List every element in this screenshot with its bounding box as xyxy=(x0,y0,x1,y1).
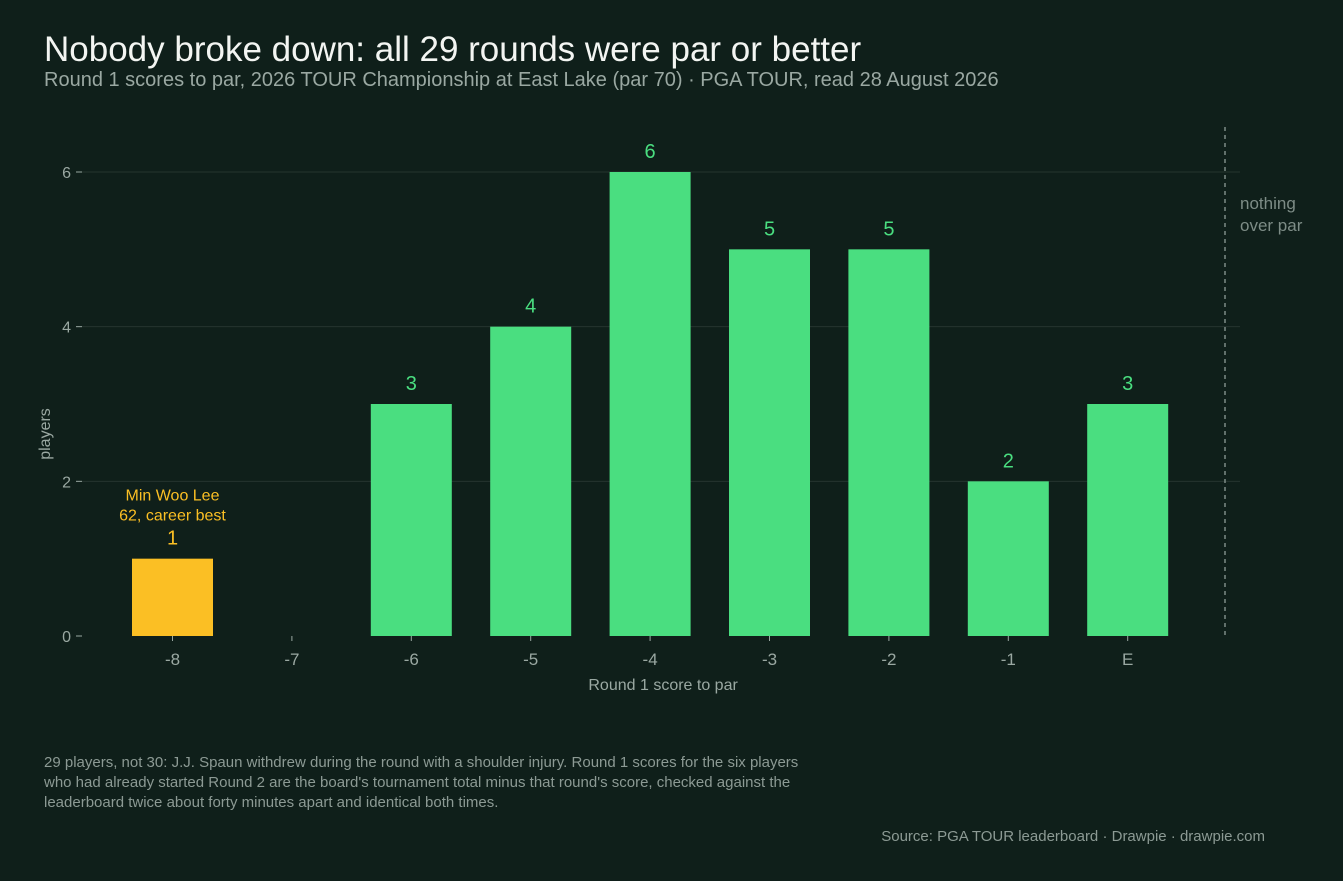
bar--4 xyxy=(609,172,691,636)
x-tick-label: -2 xyxy=(881,650,896,669)
axes: 0 2 4 6 players -8 -7 -6 -5 -4 -3 -2 -1 E Round 1 scor… xyxy=(37,127,1303,694)
reference-label-line2: over par xyxy=(1240,216,1303,235)
x-axis-label: Round 1 score to par xyxy=(588,677,738,694)
chart-title: Nobody broke down: all 29 rounds were pa… xyxy=(44,30,862,69)
value-label: 6 xyxy=(645,141,656,163)
y-tick-label: 6 xyxy=(62,165,71,182)
bars xyxy=(132,172,1169,637)
bar--5 xyxy=(490,326,572,636)
value-labels: 1 Min Woo Lee 62, career best 3 4 6 5 5 2 3 xyxy=(119,141,1133,550)
bar--6 xyxy=(370,404,452,636)
y-axis-label: players xyxy=(37,408,54,460)
x-tick-label: -7 xyxy=(284,650,299,669)
x-tick-label: -1 xyxy=(1001,650,1016,669)
y-tick-label: 0 xyxy=(62,629,71,646)
value-label: 5 xyxy=(764,218,775,240)
x-tick-label: -4 xyxy=(643,650,658,669)
x-tick-label: -6 xyxy=(404,650,419,669)
chart-subtitle: Round 1 scores to par, 2026 TOUR Champio… xyxy=(44,69,999,91)
y-tick-label: 4 xyxy=(62,320,71,337)
value-label: 1 xyxy=(167,528,178,550)
value-label: 3 xyxy=(1122,373,1133,395)
value-label: 4 xyxy=(525,296,536,318)
value-label: 3 xyxy=(406,373,417,395)
reference-label-line1: nothing xyxy=(1240,194,1296,213)
x-tick-label: -5 xyxy=(523,650,538,669)
bar--3 xyxy=(729,249,810,637)
x-tick-label: -3 xyxy=(762,650,777,669)
x-tick-label: E xyxy=(1122,650,1133,669)
highlight-annotation-name: Min Woo Lee xyxy=(126,488,220,505)
value-label: 5 xyxy=(883,218,894,240)
highlight-annotation-detail: 62, career best xyxy=(119,508,226,525)
source-credit: Source: PGA TOUR leaderboard · Drawpie ·… xyxy=(881,828,1265,845)
bar--8 xyxy=(132,558,213,636)
bar--1 xyxy=(967,481,1049,636)
x-tick-label: -8 xyxy=(165,650,180,669)
value-label: 2 xyxy=(1003,450,1014,472)
bar--2 xyxy=(848,249,930,637)
footnote: 29 players, not 30: J.J. Spaun withdrew … xyxy=(44,754,799,811)
bar-E xyxy=(1087,404,1169,636)
y-tick-label: 2 xyxy=(62,474,71,491)
